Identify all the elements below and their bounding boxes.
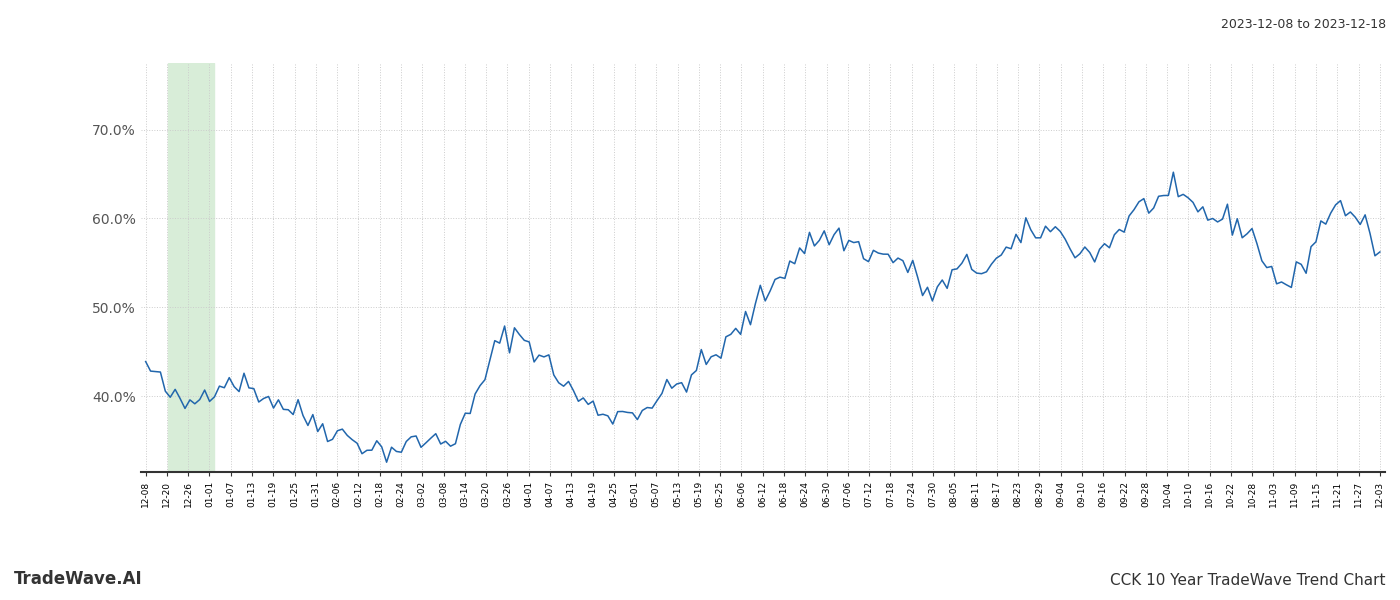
Text: CCK 10 Year TradeWave Trend Chart: CCK 10 Year TradeWave Trend Chart — [1110, 573, 1386, 588]
Bar — [168, 63, 214, 472]
Text: 2023-12-08 to 2023-12-18: 2023-12-08 to 2023-12-18 — [1221, 18, 1386, 31]
Text: TradeWave.AI: TradeWave.AI — [14, 570, 143, 588]
